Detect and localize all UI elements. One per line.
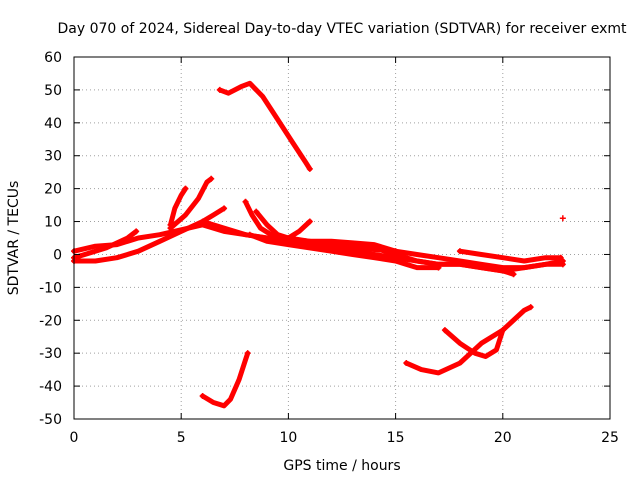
series-track-l [217, 80, 313, 172]
y-tick-label: -10 [39, 280, 62, 296]
data-point-marker [253, 208, 260, 215]
data-point-marker [403, 360, 410, 367]
data-point-marker [456, 248, 463, 255]
y-tick-label: -20 [39, 313, 62, 329]
y-tick-label: 10 [44, 215, 62, 231]
data-point-marker [557, 254, 564, 261]
y-tick-label: -40 [39, 379, 62, 395]
data-point-marker [208, 175, 215, 182]
data-point-marker [221, 205, 228, 212]
series-track-j [303, 238, 566, 271]
data-point-marker [302, 238, 309, 245]
series-track-h [253, 209, 313, 241]
x-tick-label: 15 [387, 430, 405, 446]
y-axis-label: SDTVAR / TECUs [6, 181, 22, 296]
data-point-marker [199, 392, 206, 399]
data-point-marker [306, 218, 313, 225]
x-tick-label: 10 [279, 430, 297, 446]
data-point-marker [182, 185, 189, 192]
x-axis-label: GPS time / hours [283, 458, 400, 474]
x-tick-label: 0 [70, 430, 79, 446]
data-point-marker [306, 165, 313, 172]
data-point-marker [559, 261, 566, 268]
y-tick-label: 30 [44, 149, 62, 165]
chart-title: Day 070 of 2024, Sidereal Day-to-day VTE… [58, 21, 628, 37]
series-track-i [247, 232, 441, 271]
series-track-n [403, 304, 534, 376]
y-tick-label: -30 [39, 346, 62, 362]
data-point-marker [199, 218, 206, 225]
plot-frame [73, 56, 611, 420]
x-tick-label: 25 [601, 430, 619, 446]
y-tick-label: 20 [44, 182, 62, 198]
data-series [71, 80, 566, 409]
series-track-o [442, 327, 506, 359]
series-track-g [243, 199, 399, 254]
data-point-marker [559, 215, 566, 222]
data-point-marker [242, 198, 249, 205]
series-track-e [168, 176, 214, 231]
data-point-marker [167, 225, 174, 232]
y-tick-label: 50 [44, 83, 62, 99]
series-track-k [457, 248, 564, 264]
data-point-marker [133, 228, 140, 235]
series-track-d [168, 186, 188, 228]
data-point-marker [441, 327, 448, 334]
y-tick-label: 0 [53, 247, 62, 263]
series-track-f [200, 205, 227, 224]
y-tick-label: -50 [39, 412, 62, 428]
series-track-c [71, 228, 139, 261]
data-point-marker [246, 231, 253, 238]
data-point-marker [435, 264, 442, 271]
data-point-marker [499, 327, 506, 334]
series-track-m [200, 350, 251, 409]
x-tick-label: 20 [494, 430, 512, 446]
x-tick-label: 5 [177, 430, 186, 446]
data-point-marker [527, 304, 534, 311]
data-point-marker [510, 271, 517, 278]
data-point-marker [244, 350, 251, 357]
data-point-marker [216, 86, 223, 93]
y-tick-label: 60 [44, 50, 62, 66]
axis-ticks: 0 5 10 15 20 25 -50 -40 -30 -20 -10 0 10 20 30 40 50 60 [39, 50, 619, 446]
y-tick-label: 40 [44, 116, 62, 132]
